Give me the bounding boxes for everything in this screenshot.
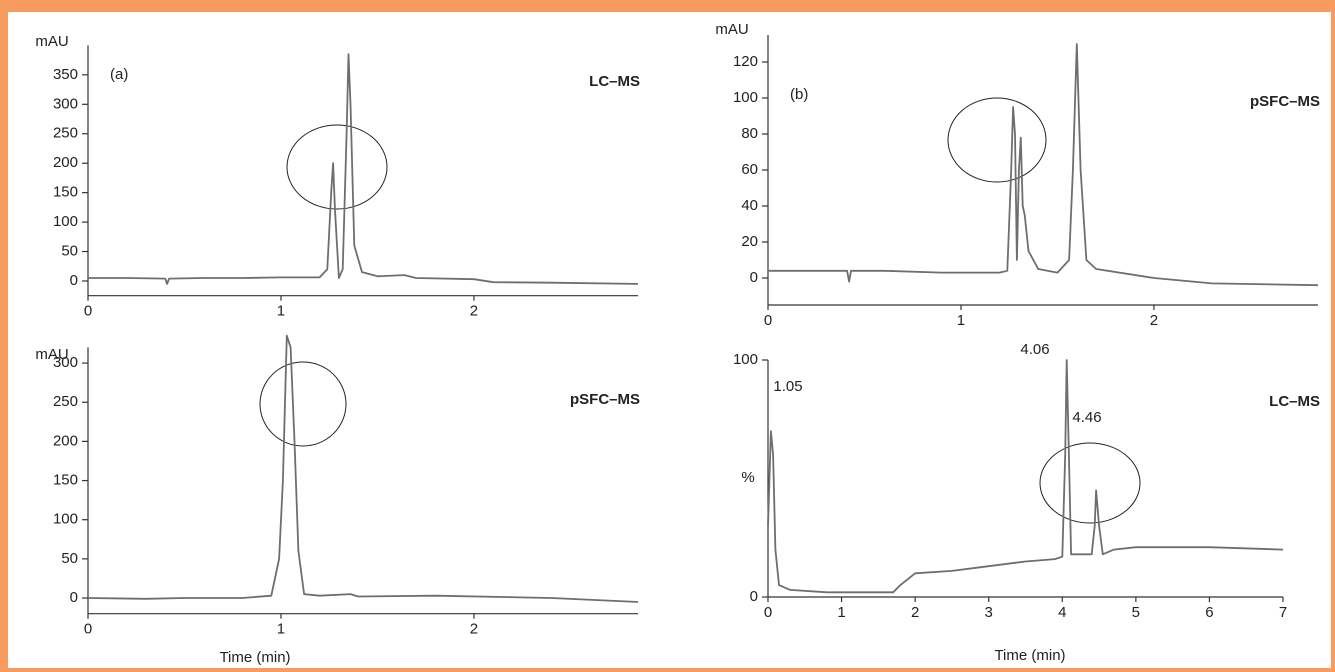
x-tick-label: 2 [470,303,478,320]
x-tick-label: 7 [1279,604,1287,621]
y-axis-label: mAU [35,33,68,50]
trace [767,359,1284,594]
y-tick-label: 100 [733,89,758,106]
trace [87,334,639,603]
x-axis-label: Time (min) [994,647,1065,664]
highlight-circle [947,97,1047,183]
x-tick-label: 2 [470,621,478,638]
y-axis-label: mAU [715,21,748,38]
figure-background [8,12,1331,668]
y-tick-label: 150 [53,184,78,201]
x-tick-label: 4 [1058,604,1066,621]
y-tick-label: 50 [61,550,78,567]
y-tick-label: 20 [741,233,758,250]
peak-label: 1.05 [773,378,802,395]
trace [768,43,1319,287]
x-tick-label: 0 [84,303,92,320]
peak-label: 4.06 [1020,341,1049,358]
y-tick-label: 120 [733,53,758,70]
y-tick-label: 100 [53,511,78,528]
y-tick-label: 50 [61,242,78,259]
y-tick-label: 80 [741,125,758,142]
y-tick-label: 100 [733,351,758,368]
y-tick-label: 100 [53,213,78,230]
y-tick-label: 60 [741,161,758,178]
x-tick-label: 5 [1132,604,1140,621]
y-axis-label: mAU [35,346,68,363]
x-tick-label: 1 [837,604,845,621]
x-tick-label: 0 [764,312,772,329]
highlight-circle [286,124,388,210]
peak-label: 4.46 [1072,409,1101,426]
panel-label: (a) [110,66,128,83]
y-axis-label: % [741,469,754,486]
y-tick-label: 200 [53,154,78,171]
y-tick-label: 250 [53,393,78,410]
trace [88,53,639,285]
x-tick-label: 6 [1205,604,1213,621]
highlight-circle [1039,442,1141,524]
y-tick-label: 0 [750,588,758,605]
highlight-circle [259,361,347,447]
trace-label: pSFC–MS [1250,93,1320,110]
panel-label: (b) [790,86,808,103]
y-tick-label: 0 [750,269,758,286]
y-tick-label: 0 [70,589,78,606]
trace-label: LC–MS [589,73,640,90]
x-tick-label: 3 [985,604,993,621]
x-tick-label: 1 [277,621,285,638]
y-tick-label: 0 [70,272,78,289]
y-tick-label: 300 [53,95,78,112]
y-tick-label: 350 [53,66,78,83]
x-tick-label: 0 [764,604,772,621]
y-tick-label: 150 [53,472,78,489]
y-tick-label: 300 [53,354,78,371]
trace-label: pSFC–MS [570,391,640,408]
y-tick-label: 40 [741,197,758,214]
x-tick-label: 1 [957,312,965,329]
trace-label: LC–MS [1269,393,1320,410]
x-tick-label: 1 [277,303,285,320]
x-axis-label: Time (min) [219,649,290,666]
y-tick-label: 200 [53,432,78,449]
x-tick-label: 0 [84,621,92,638]
x-tick-label: 2 [1150,312,1158,329]
y-tick-label: 250 [53,125,78,142]
x-tick-label: 2 [911,604,919,621]
